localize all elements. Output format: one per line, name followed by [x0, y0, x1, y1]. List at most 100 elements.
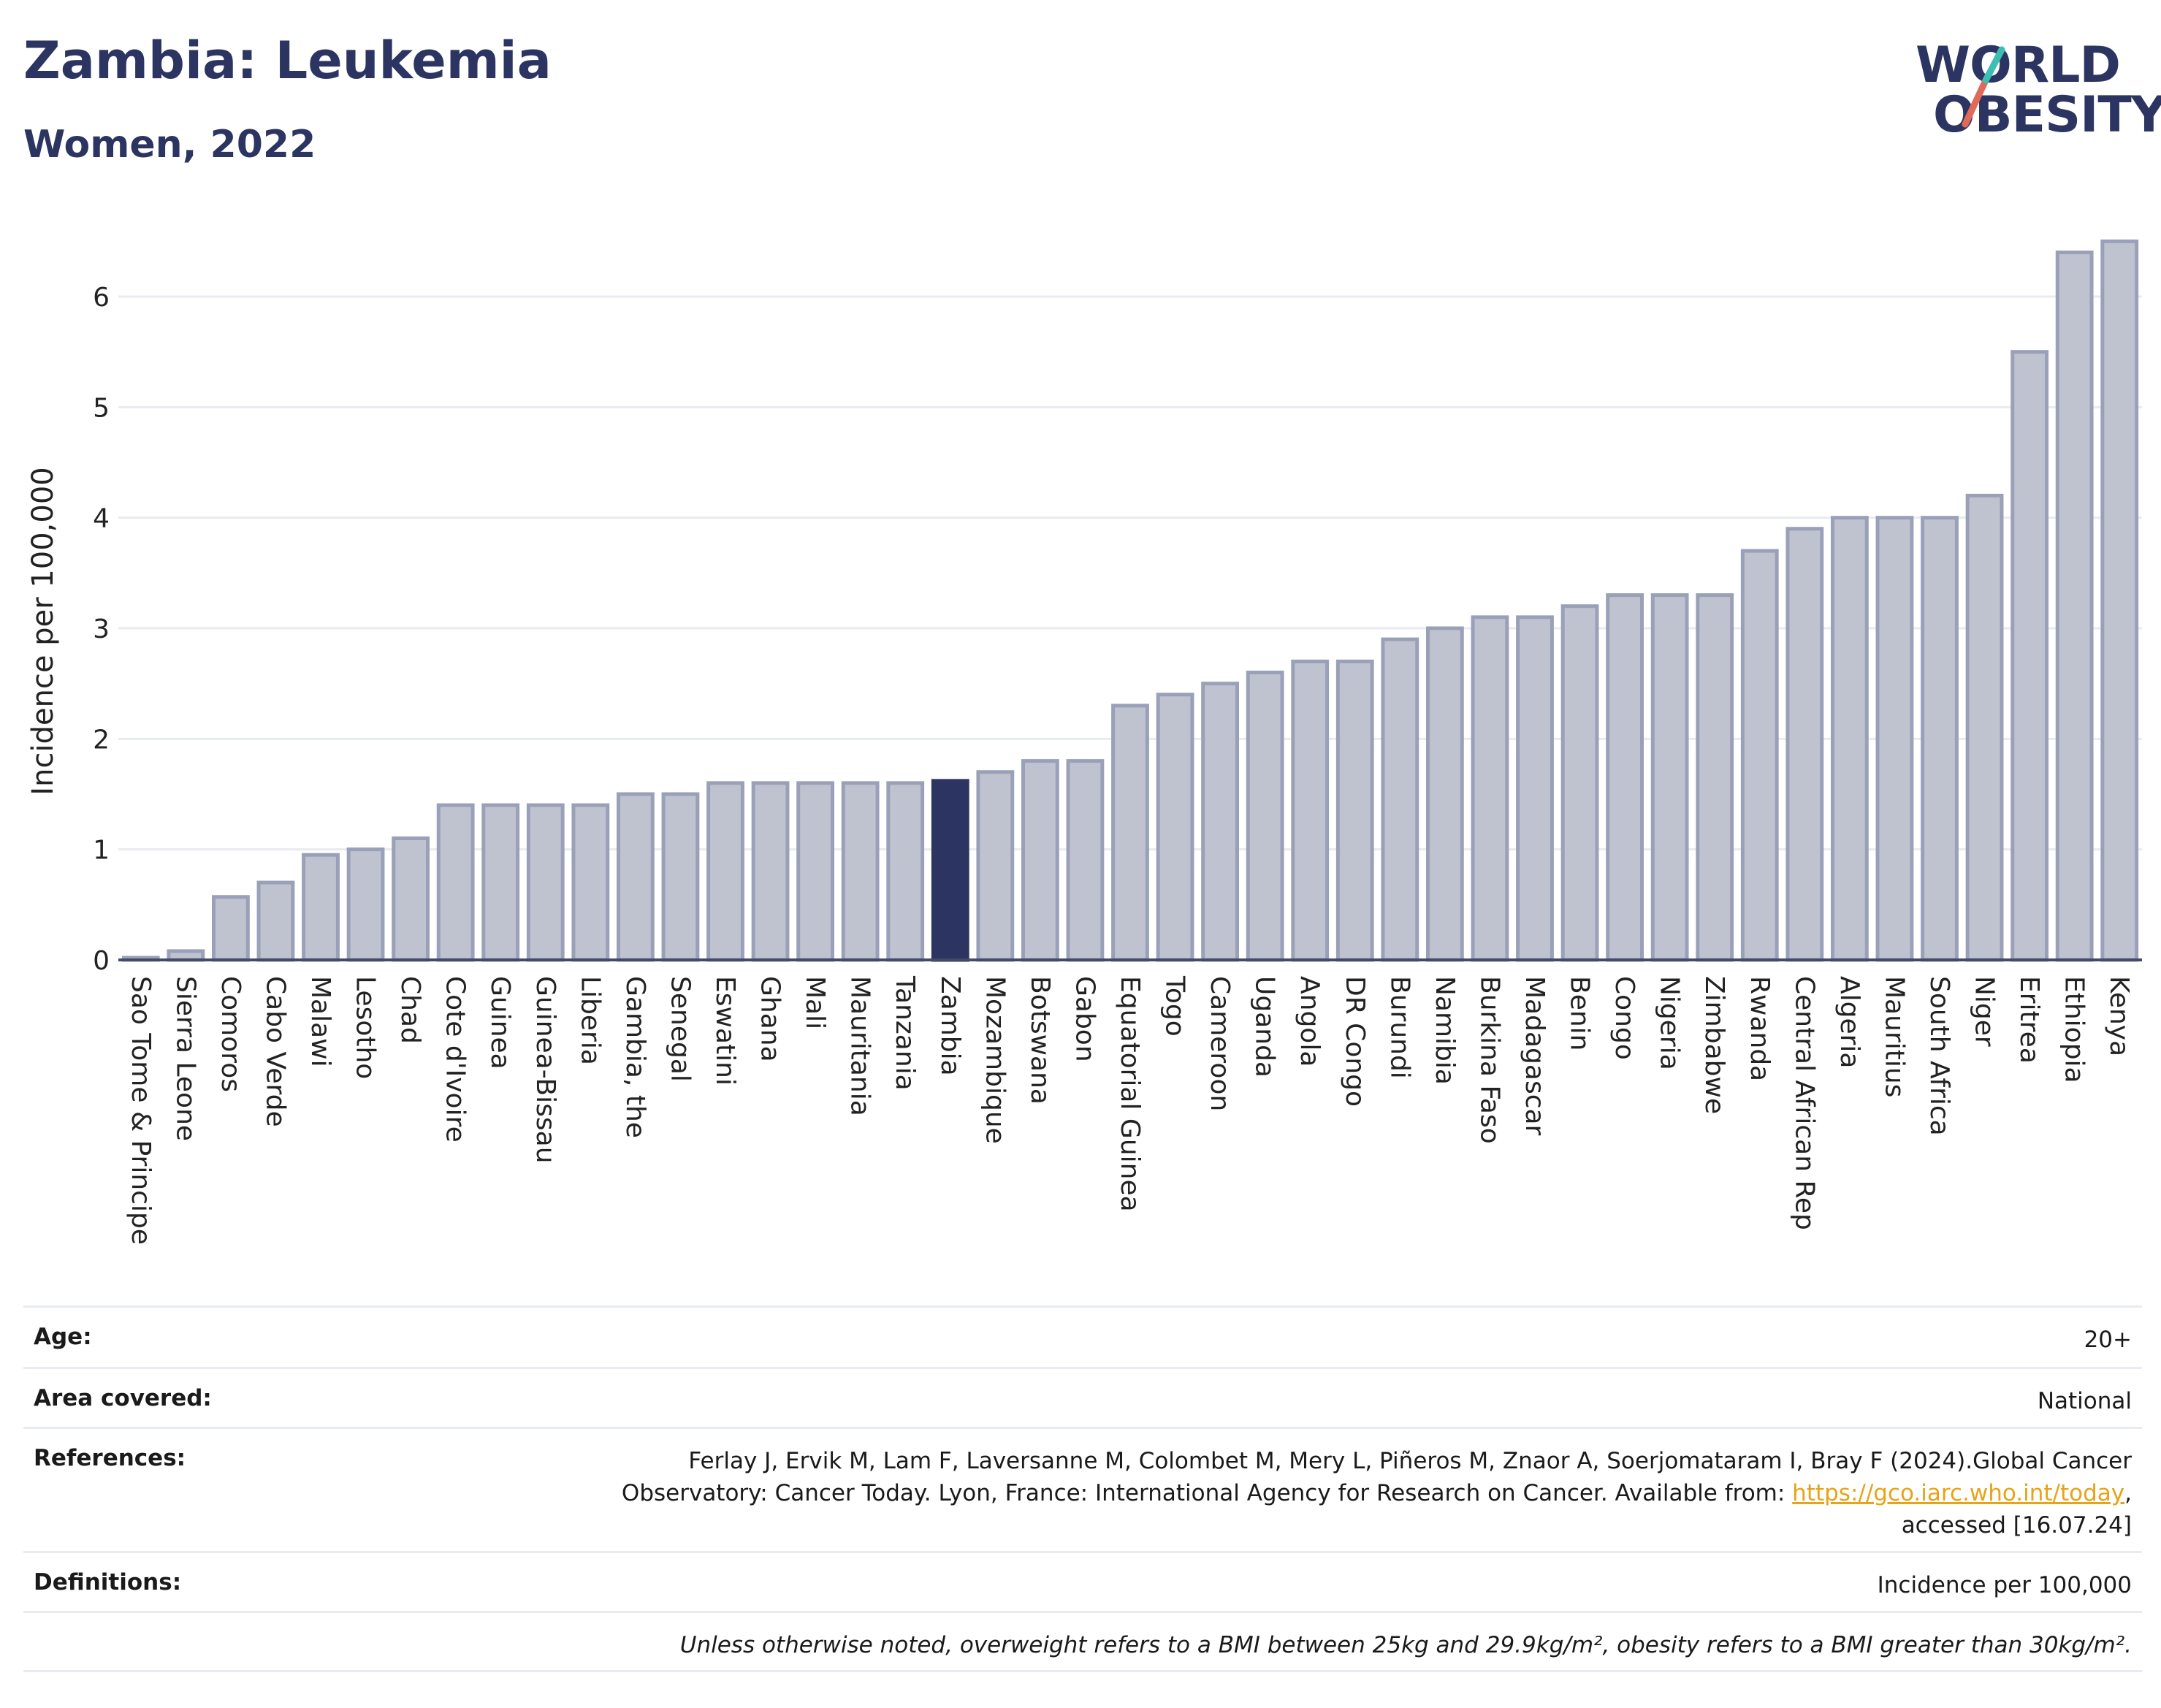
x-tick-label: Malawi	[305, 976, 335, 1067]
references-line-3: accessed [16.07.24]	[1901, 1512, 2132, 1539]
area-label: Area covered:	[34, 1385, 212, 1411]
bar-angola	[1291, 659, 1330, 962]
bar-togo	[1156, 693, 1194, 962]
x-tick-label: Niger	[1970, 976, 2000, 1047]
x-tick-label: Burkina Faso	[1474, 976, 1504, 1144]
x-tick-label: Kenya	[2104, 976, 2134, 1056]
bar-eritrea	[2011, 350, 2049, 962]
bar-namibia	[1425, 626, 1464, 962]
x-tick-label: Cameroon	[1205, 976, 1235, 1111]
info-row-area: Area covered: National	[23, 1367, 2142, 1427]
x-tick-label: Chad	[395, 976, 425, 1044]
bar-gabon	[1066, 759, 1105, 962]
definitions-label: Definitions:	[34, 1569, 182, 1595]
bar-benin	[1560, 604, 1599, 962]
bar-south-africa	[1921, 516, 1959, 962]
info-row-references: References: Ferlay J, Ervik M, Lam F, La…	[23, 1427, 2142, 1551]
bar-guinea-bissau	[526, 803, 565, 962]
logo-slash-icon	[1962, 46, 2005, 128]
bar-eswatini	[706, 781, 744, 962]
bar-cote-d-ivoire	[436, 803, 475, 962]
references-link[interactable]: https://gco.iarc.who.int/today	[1792, 1480, 2125, 1506]
x-tick-label: Botswana	[1025, 976, 1055, 1105]
bar-madagascar	[1516, 615, 1554, 962]
bar-tanzania	[886, 781, 925, 962]
bar-zimbabwe	[1696, 593, 1734, 962]
bar-cabo-verde	[256, 880, 295, 962]
bar-chad	[392, 836, 430, 962]
x-tick-label: Ethiopia	[2059, 976, 2089, 1083]
x-tick-label: Namibia	[1430, 976, 1460, 1085]
chart-subtitle: Women, 2022	[23, 123, 316, 167]
bar-lesotho	[346, 847, 385, 962]
references-line-1: Ferlay J, Ervik M, Lam F, Laversanne M, …	[688, 1448, 2132, 1474]
bar-cameroon	[1201, 682, 1240, 962]
x-tick-label: Zimbabwe	[1699, 976, 1729, 1114]
x-tick-label: Comoros	[216, 976, 245, 1092]
bar-comoros	[211, 895, 250, 962]
x-tick-label: Uganda	[1250, 976, 1280, 1078]
world-obesity-logo: WORLD OBESITY	[1899, 22, 2161, 161]
bar-malawi	[302, 853, 340, 962]
references-label: References:	[34, 1445, 186, 1471]
y-tick-label: 1	[93, 836, 110, 866]
x-tick-label: Zambia	[935, 976, 965, 1076]
x-tick-label: Mozambique	[980, 976, 1010, 1144]
info-table: Age: 20+ Area covered: National Referenc…	[23, 1305, 2142, 1672]
y-tick-label: 5	[93, 393, 110, 423]
x-tick-label: Sierra Leone	[170, 976, 200, 1141]
x-tick-label: Tanzania	[890, 975, 920, 1091]
logo-line-1: WORLD	[1916, 37, 2121, 94]
x-tick-label: Sao Tome & Principe	[126, 976, 156, 1245]
x-tick-label: Eswatini	[710, 976, 740, 1086]
x-tick-label: Rwanda	[1745, 976, 1775, 1081]
x-tick-label: Equatorial Guinea	[1115, 976, 1145, 1212]
age-label: Age:	[34, 1324, 92, 1350]
bar-ethiopia	[2055, 250, 2094, 962]
bar-mauritius	[1875, 516, 1914, 962]
y-axis-label: Incidence per 100,000	[26, 467, 60, 796]
x-tick-label: Congo	[1609, 976, 1639, 1060]
bar-congo	[1606, 593, 1644, 962]
bar-mali	[796, 781, 835, 962]
x-tick-label: Senegal	[665, 976, 695, 1082]
x-tick-label: Ghana	[755, 976, 785, 1062]
bar-uganda	[1246, 671, 1284, 962]
info-row-note: Unless otherwise noted, overweight refer…	[23, 1611, 2142, 1672]
bar-guinea	[481, 803, 520, 962]
bar-zambia	[931, 779, 969, 962]
x-tick-label: Central African Rep	[1789, 976, 1819, 1230]
bar-gambia-the	[616, 792, 655, 962]
bar-algeria	[1830, 516, 1869, 962]
bar-rwanda	[1740, 549, 1779, 962]
age-value: 20+	[2084, 1327, 2132, 1353]
bar-botswana	[1021, 759, 1059, 962]
bar-nigeria	[1650, 593, 1689, 962]
bar-burundi	[1381, 637, 1419, 962]
x-tick-label: Gabon	[1070, 976, 1099, 1062]
info-row-age: Age: 20+	[23, 1305, 2142, 1367]
x-tick-label: Gambia, the	[620, 976, 650, 1138]
x-tick-label: DR Congo	[1340, 976, 1370, 1107]
x-tick-label: Madagascar	[1520, 976, 1550, 1136]
bar-mozambique	[976, 770, 1015, 962]
bar-ghana	[751, 781, 790, 962]
x-tick-label: Nigeria	[1655, 976, 1685, 1070]
bar-liberia	[571, 803, 610, 962]
references-value: Ferlay J, Ervik M, Lam F, Laversanne M, …	[622, 1429, 2142, 1551]
x-tick-label: Mauritius	[1879, 976, 1909, 1097]
x-tick-label: Angola	[1295, 976, 1325, 1067]
x-tick-label: Lesotho	[351, 976, 381, 1079]
x-tick-label: Mauritania	[845, 976, 875, 1116]
x-tick-label: Cote d'Ivoire	[441, 976, 470, 1143]
x-tick-label: Mali	[800, 976, 830, 1029]
definitions-value: Incidence per 100,000	[1877, 1572, 2132, 1598]
x-tick-label: Guinea	[485, 976, 515, 1070]
y-tick-label: 4	[93, 504, 110, 534]
x-tick-label: Burundi	[1384, 976, 1414, 1079]
y-tick-label: 3	[93, 614, 110, 644]
y-tick-label: 0	[93, 946, 110, 976]
y-tick-label: 6	[93, 283, 110, 313]
x-tick-label: Liberia	[575, 976, 605, 1065]
bar-kenya	[2100, 239, 2139, 962]
